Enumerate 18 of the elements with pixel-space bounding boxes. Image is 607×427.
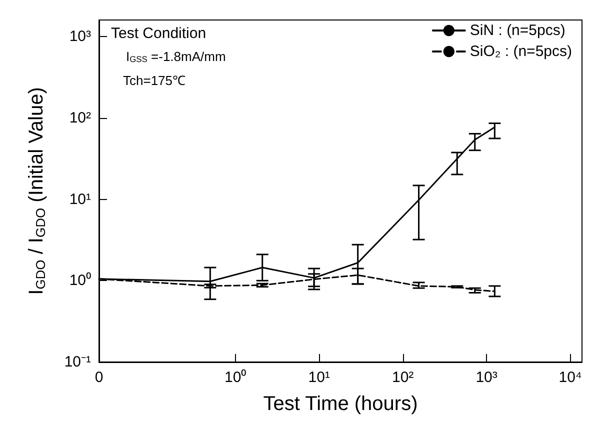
y-tick-label: 10⁻¹ [64,354,91,370]
x-tick-label: 10³ [476,369,498,386]
annotation: IGSS =-1.8mA/mm [126,49,226,64]
annotation: Tch=175℃ [123,73,186,88]
y-tick-label: 10¹ [69,190,91,208]
y-axis-title: IGDO / IGDO (Initial Value) [26,87,48,295]
x-tick-label: 10⁴ [558,369,582,386]
legend-label: SiN : (n=5pcs) [470,22,566,39]
x-tick-label: 10² [392,369,414,386]
x-tick-label: 0 [94,369,104,386]
legend-label: SiO₂ : (n=5pcs) [470,43,572,60]
x-tick-label: 10¹ [308,369,330,386]
y-tick-label: 10³ [69,28,91,46]
y-tick-label: 10⁰ [69,272,91,290]
x-tick-label: 10⁰ [224,369,246,386]
annotation: Test Condition [111,25,206,42]
y-tick-label: 10² [69,109,91,126]
x-axis-title: Test Time (hours) [263,393,418,415]
